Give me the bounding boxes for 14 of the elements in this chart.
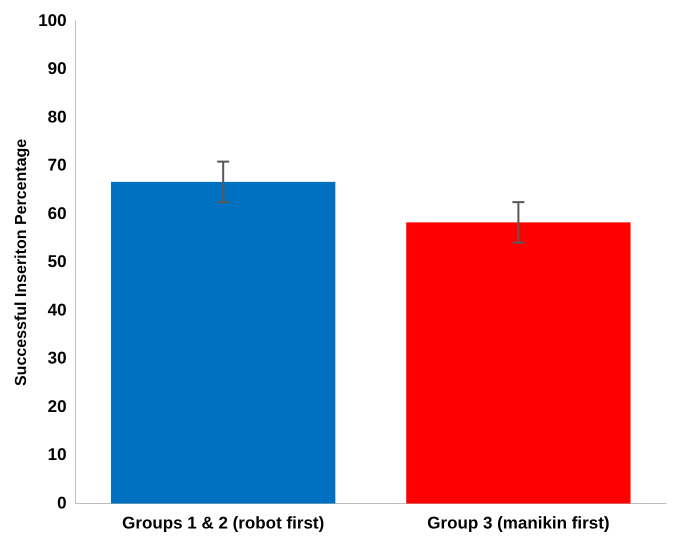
x-tick-label: Group 3 (manikin first): [427, 513, 610, 532]
y-tick-label: 70: [48, 156, 67, 175]
y-tick-label: 40: [48, 300, 67, 320]
y-axis-title: Successful Inseriton Percentage: [13, 138, 30, 386]
y-tick-label: 0: [57, 493, 67, 512]
y-tick-label: 30: [48, 348, 67, 368]
y-tick-label: 60: [48, 204, 67, 223]
y-tick-label: 20: [48, 396, 67, 416]
x-tick-label: Groups 1 & 2 (robot first): [122, 513, 324, 532]
y-tick-label: 50: [48, 252, 67, 272]
y-tick-label: 80: [48, 107, 67, 126]
y-tick-label: 10: [48, 445, 67, 464]
y-tick-label: 100: [38, 10, 67, 30]
y-tick-label: 90: [48, 59, 67, 78]
